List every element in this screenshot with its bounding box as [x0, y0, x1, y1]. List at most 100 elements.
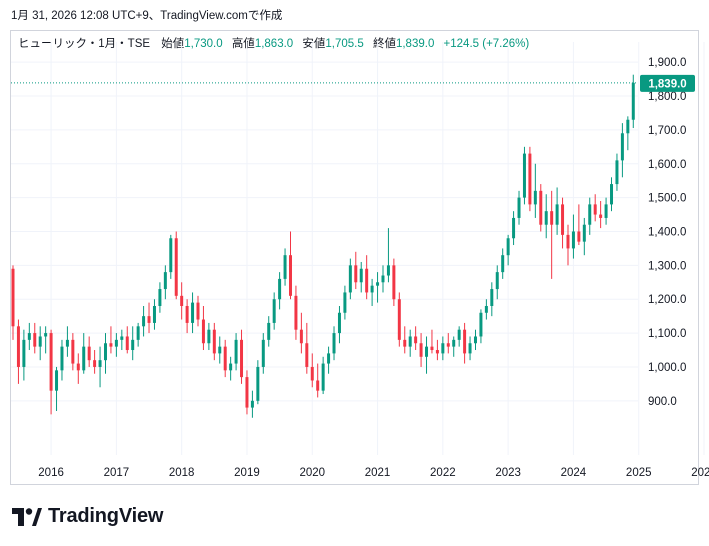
candle: [452, 336, 456, 357]
candle: [71, 333, 75, 371]
y-tick-label: 1,800.0: [648, 91, 686, 103]
candle: [299, 312, 303, 354]
candle-body: [16, 326, 20, 367]
y-tick-label: 1,700.0: [648, 125, 686, 137]
candle-body: [142, 316, 146, 327]
candle-body: [544, 211, 548, 225]
candle: [185, 299, 189, 334]
candle: [615, 153, 619, 191]
candle: [180, 282, 184, 320]
candle: [229, 356, 233, 381]
candle-body: [240, 339, 244, 378]
candle-body: [343, 292, 347, 313]
candle: [305, 322, 309, 374]
candle: [22, 329, 26, 381]
last-price-label: 1,839.0: [648, 78, 686, 90]
candle-body: [109, 343, 113, 347]
candle-body: [468, 343, 472, 354]
candle-body: [430, 346, 434, 351]
open-label: 始値: [161, 38, 185, 50]
candle: [577, 204, 581, 246]
candle-body: [620, 133, 624, 161]
candle-body: [348, 265, 352, 293]
candle-body: [201, 319, 205, 344]
candle-body: [571, 231, 575, 249]
candle: [457, 326, 461, 347]
x-tick-label: 2016: [38, 467, 64, 479]
candle-body: [457, 329, 461, 340]
candle: [104, 333, 107, 374]
candle-body: [22, 339, 26, 367]
candle: [435, 339, 439, 361]
candle: [114, 333, 118, 357]
candle: [414, 326, 418, 351]
candle: [310, 353, 314, 388]
candle-body: [517, 197, 521, 218]
y-tick-label: 1,200.0: [648, 294, 686, 306]
candle-body: [125, 336, 129, 351]
candle: [11, 265, 15, 340]
candle: [463, 322, 467, 364]
x-tick-label: 2018: [169, 467, 195, 479]
candle-body: [392, 265, 396, 300]
candle-body: [501, 255, 505, 273]
candle-body: [60, 346, 64, 371]
candle: [33, 322, 37, 354]
candle: [599, 201, 603, 229]
candle: [16, 319, 20, 384]
candle: [604, 197, 608, 225]
candle-body: [131, 339, 135, 351]
candle: [610, 177, 614, 212]
candle: [528, 146, 532, 212]
candle: [38, 326, 42, 361]
candle: [240, 329, 244, 384]
candle-body: [381, 275, 385, 283]
candle: [332, 326, 336, 361]
candle-body: [425, 346, 429, 357]
candle: [60, 339, 64, 381]
candle: [158, 282, 162, 313]
candle-body: [528, 153, 532, 205]
candle-body: [27, 333, 31, 340]
candle: [484, 299, 488, 320]
candle-body: [283, 255, 287, 279]
candle-body: [337, 312, 341, 334]
low-label: 安値: [302, 38, 326, 50]
candle: [131, 326, 135, 361]
candle: [201, 305, 205, 351]
candle-body: [321, 363, 325, 391]
close-value: 1,839.0: [395, 38, 435, 50]
candle-body: [370, 285, 374, 293]
candle-body: [87, 346, 91, 361]
candle: [533, 163, 537, 218]
x-tick-label: 2020: [299, 467, 325, 479]
candle: [555, 187, 559, 235]
candle-body: [180, 295, 184, 306]
candle: [566, 224, 570, 266]
x-tick-label: 2022: [430, 467, 456, 479]
candle: [490, 282, 494, 317]
tradingview-logo[interactable]: TradingView: [12, 505, 163, 528]
high-label: 高値: [231, 38, 255, 50]
candle-body: [512, 217, 516, 239]
candle: [550, 190, 554, 279]
candle: [125, 326, 129, 354]
candle-body: [354, 265, 358, 283]
candle-body: [212, 329, 216, 354]
candle: [261, 333, 265, 374]
candle-body: [550, 211, 554, 225]
low-value: 1,705.5: [325, 38, 364, 50]
y-tick-label: 900.0: [648, 396, 677, 408]
candle: [218, 336, 222, 364]
high-value: 1,863.0: [254, 38, 294, 50]
open-value: 1,730.0: [184, 38, 223, 50]
candle: [212, 322, 216, 361]
candle-body: [169, 238, 173, 273]
candle-body: [566, 234, 570, 249]
candle: [588, 197, 592, 235]
candle-body: [229, 363, 233, 371]
candle-body: [403, 339, 407, 347]
candle: [354, 251, 358, 290]
candle-body: [473, 336, 477, 344]
